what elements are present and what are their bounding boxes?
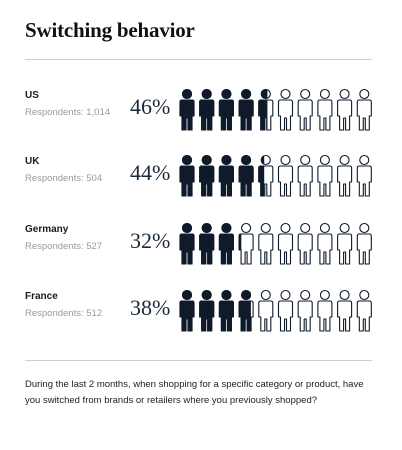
person-icon-fill bbox=[179, 289, 195, 332]
person-icon bbox=[317, 222, 333, 265]
person-icon-fill bbox=[218, 222, 234, 265]
person-icon bbox=[356, 88, 372, 131]
respondents-label: Respondents: 1,014 bbox=[25, 107, 111, 118]
person-icon-fill bbox=[218, 88, 234, 131]
country-label: France bbox=[25, 291, 58, 302]
country-label: UK bbox=[25, 156, 40, 167]
person-icon-fill bbox=[199, 222, 215, 265]
respondents-label: Respondents: 504 bbox=[25, 173, 103, 184]
person-icon-fill bbox=[199, 289, 215, 332]
person-icon-fill bbox=[238, 154, 254, 197]
person-icon bbox=[258, 289, 274, 332]
person-icon-fill bbox=[258, 155, 265, 197]
row-germany: Germany Respondents: 527 32% bbox=[25, 222, 375, 266]
pictogram-uk bbox=[179, 154, 372, 197]
percent-label: 38% bbox=[130, 295, 171, 320]
person-icon bbox=[317, 154, 333, 197]
chart-title: Switching behavior bbox=[25, 18, 195, 42]
person-icon bbox=[297, 289, 313, 332]
person-icon bbox=[337, 289, 353, 332]
person-icon bbox=[356, 154, 372, 197]
person-icon-fill bbox=[179, 88, 195, 131]
person-icon-fill bbox=[238, 289, 251, 332]
person-icon-fill bbox=[238, 88, 254, 131]
bottom-divider bbox=[25, 360, 372, 361]
person-icon bbox=[297, 88, 313, 131]
chart-caption: During the last 2 months, when shopping … bbox=[25, 379, 364, 406]
person-icon-fill bbox=[179, 154, 195, 197]
person-icon bbox=[297, 222, 313, 265]
country-label: Germany bbox=[25, 224, 69, 235]
person-icon bbox=[277, 154, 294, 197]
percent-label: 44% bbox=[130, 160, 171, 185]
person-icon-fill bbox=[199, 154, 215, 197]
row-uk: UK Respondents: 504 44% bbox=[25, 154, 375, 198]
person-icon bbox=[337, 154, 353, 197]
person-icon bbox=[258, 222, 274, 265]
respondents-label: Respondents: 527 bbox=[25, 241, 103, 252]
person-icon bbox=[277, 88, 294, 131]
person-icon bbox=[277, 222, 294, 265]
row-us: US Respondents: 1,014 46% bbox=[25, 88, 375, 132]
person-icon bbox=[356, 222, 372, 265]
person-icon bbox=[337, 88, 353, 131]
row-france: France Respondents: 512 38% bbox=[25, 289, 375, 333]
person-icon-fill bbox=[238, 226, 242, 265]
person-icon-fill bbox=[218, 289, 234, 332]
top-divider bbox=[25, 59, 372, 60]
person-icon bbox=[356, 289, 372, 332]
person-icon bbox=[297, 154, 313, 197]
person-icon-fill bbox=[218, 154, 234, 197]
respondents-label: Respondents: 512 bbox=[25, 308, 103, 319]
person-icon bbox=[317, 88, 333, 131]
country-label: US bbox=[25, 90, 39, 101]
person-icon bbox=[337, 222, 353, 265]
pictogram-germany bbox=[179, 222, 372, 265]
person-icon-fill bbox=[179, 222, 195, 265]
person-icon-fill bbox=[199, 88, 215, 131]
pictogram-us bbox=[179, 88, 372, 131]
percent-label: 32% bbox=[130, 228, 171, 253]
person-icon-fill bbox=[258, 88, 268, 131]
pictogram-france bbox=[179, 289, 372, 332]
person-icon bbox=[317, 289, 333, 332]
person-icon bbox=[277, 289, 294, 332]
percent-label: 46% bbox=[130, 94, 171, 119]
